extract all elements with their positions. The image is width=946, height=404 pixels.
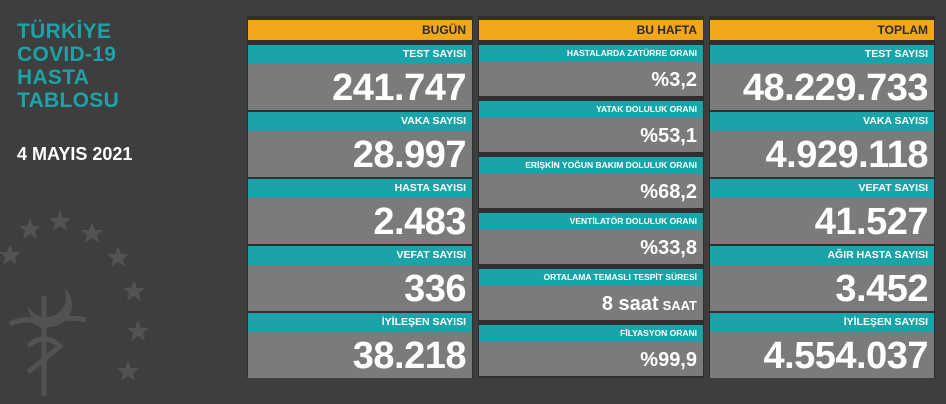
week-icu-occupancy-card: ERİŞKİN YOĞUN BAKIM DOLULUK ORANI %68,2 [479, 157, 703, 208]
star-icon [107, 246, 129, 267]
card-value: 8 saat SAAT [479, 286, 703, 320]
card-label: VEFAT SAYISI [710, 179, 934, 198]
star-icon [81, 222, 103, 243]
caduceus-icon [8, 296, 87, 396]
card-label: VENTİLATÖR DOLULUK ORANI [479, 213, 703, 230]
card-value: 41.527 [710, 198, 934, 244]
card-label: FİLYASYON ORANI [479, 325, 703, 342]
dashboard-title: TÜRKİYE COVID-19 HASTA TABLOSU [17, 20, 119, 112]
total-case-card: VAKA SAYISI 4.929.118 [710, 112, 934, 177]
title-line-4: TABLOSU [17, 89, 120, 112]
card-value: %99,9 [479, 342, 703, 376]
card-value: 4.554.037 [710, 332, 934, 378]
card-value: 4.929.118 [710, 131, 934, 177]
star-icon [19, 218, 41, 239]
week-bed-occupancy-card: YATAK DOLULUK ORANI %53,1 [479, 101, 703, 152]
card-value: 241.747 [248, 64, 472, 110]
week-pneumonia-card: HASTALARDA ZATÜRRE ORANI %3,2 [479, 45, 703, 96]
week-ventilator-card: VENTİLATÖR DOLULUK ORANI %33,8 [479, 213, 703, 264]
total-header: TOPLAM [710, 20, 934, 40]
card-value: 2.483 [248, 198, 472, 244]
card-label: HASTA SAYISI [248, 179, 472, 198]
today-header: BUGÜN [248, 20, 472, 40]
total-test-card: TEST SAYISI 48.229.733 [710, 45, 934, 110]
card-label: VEFAT SAYISI [248, 246, 472, 265]
total-recovered-card: İYİLEŞEN SAYISI 4.554.037 [710, 313, 934, 378]
today-case-card: VAKA SAYISI 28.997 [248, 112, 472, 177]
card-label: VAKA SAYISI [710, 112, 934, 131]
total-severe-card: AĞIR HASTA SAYISI 3.452 [710, 246, 934, 311]
card-label: İYİLEŞEN SAYISI [710, 313, 934, 332]
card-value: 48.229.733 [710, 64, 934, 110]
star-icon [0, 244, 21, 265]
card-label: HASTALARDA ZATÜRRE ORANI [479, 45, 703, 62]
week-header: BU HAFTA [479, 20, 703, 40]
card-label: VAKA SAYISI [248, 112, 472, 131]
today-recovered-card: İYİLEŞEN SAYISI 38.218 [248, 313, 472, 378]
card-value: 28.997 [248, 131, 472, 177]
week-filiation-card: FİLYASYON ORANI %99,9 [479, 325, 703, 376]
value-number: 8 saat [601, 293, 659, 315]
today-test-card: TEST SAYISI 241.747 [248, 45, 472, 110]
card-value: %33,8 [479, 230, 703, 264]
card-label: TEST SAYISI [710, 45, 934, 64]
card-label: ORTALAMA TEMASLI TESPİT SÜRESİ [479, 269, 703, 286]
title-line-2: COVID-19 [17, 43, 117, 66]
card-label: İYİLEŞEN SAYISI [248, 313, 472, 332]
card-value: %3,2 [479, 62, 703, 96]
card-value: 336 [248, 265, 472, 311]
card-value: 3.452 [710, 265, 934, 311]
star-icon [117, 360, 139, 381]
card-label: ERİŞKİN YOĞUN BAKIM DOLULUK ORANI [479, 157, 703, 174]
star-icon [127, 320, 149, 341]
card-value: %68,2 [479, 174, 703, 208]
emblem-icon [0, 210, 149, 396]
card-value: %53,1 [479, 118, 703, 152]
card-label: YATAK DOLULUK ORANI [479, 101, 703, 118]
report-date: 4 MAYIS 2021 [17, 144, 133, 164]
card-label: TEST SAYISI [248, 45, 472, 64]
star-icon [49, 210, 71, 231]
title-line-1: TÜRKİYE [17, 20, 112, 43]
total-death-card: VEFAT SAYISI 41.527 [710, 179, 934, 244]
today-death-card: VEFAT SAYISI 336 [248, 246, 472, 311]
star-icon [123, 280, 145, 301]
title-line-3: HASTA [17, 66, 90, 89]
today-patient-card: HASTA SAYISI 2.483 [248, 179, 472, 244]
card-value: 38.218 [248, 332, 472, 378]
value-unit: SAAT [662, 298, 697, 313]
week-contact-time-card: ORTALAMA TEMASLI TESPİT SÜRESİ 8 saat SAA… [479, 269, 703, 320]
card-label: AĞIR HASTA SAYISI [710, 246, 934, 265]
